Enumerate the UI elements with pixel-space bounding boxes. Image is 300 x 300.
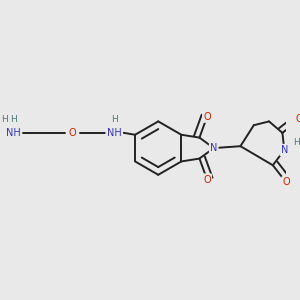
Text: N: N: [210, 143, 218, 153]
Text: O: O: [282, 177, 290, 188]
Text: H: H: [1, 115, 8, 124]
Text: H: H: [111, 115, 118, 124]
Text: NH: NH: [6, 128, 20, 138]
Text: H: H: [293, 138, 300, 147]
Text: O: O: [203, 112, 211, 122]
Text: O: O: [68, 128, 76, 138]
Text: O: O: [203, 175, 211, 184]
Text: H: H: [10, 115, 16, 124]
Text: N: N: [280, 145, 288, 155]
Text: O: O: [296, 115, 300, 124]
Text: NH: NH: [107, 128, 122, 138]
